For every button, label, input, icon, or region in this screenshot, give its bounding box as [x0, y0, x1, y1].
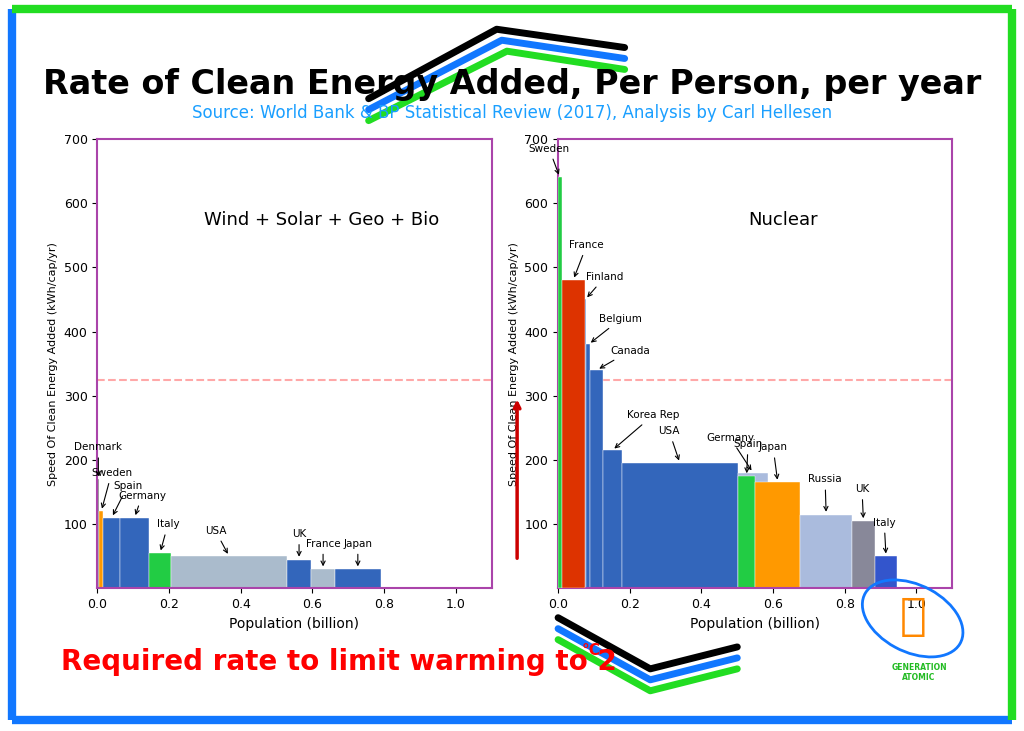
Text: Belgium: Belgium: [592, 314, 642, 342]
Bar: [311, 569, 335, 588]
Bar: [587, 344, 590, 588]
Text: France: France: [569, 240, 604, 276]
Text: UK: UK: [292, 529, 306, 556]
Text: Rate of Clean Energy Added, Per Person, per year: Rate of Clean Energy Added, Per Person, …: [43, 67, 981, 101]
Bar: [561, 280, 585, 588]
Text: Germany: Germany: [118, 491, 166, 514]
Text: Italy: Italy: [872, 518, 896, 553]
Text: UK: UK: [855, 484, 869, 517]
Bar: [585, 300, 587, 588]
Text: GENERATION
ATOMIC: GENERATION ATOMIC: [891, 663, 947, 683]
Bar: [287, 559, 311, 588]
Text: France: France: [306, 539, 340, 565]
X-axis label: Population (billion): Population (billion): [690, 617, 820, 631]
Text: Canada: Canada: [600, 346, 649, 368]
X-axis label: Population (billion): Population (billion): [229, 617, 359, 631]
Bar: [558, 178, 561, 588]
Text: Nuclear: Nuclear: [748, 211, 817, 229]
Text: Korea Rep: Korea Rep: [615, 410, 679, 448]
Text: Russia: Russia: [808, 474, 842, 510]
Bar: [622, 463, 738, 588]
Text: USA: USA: [205, 526, 227, 553]
Bar: [590, 370, 603, 588]
Text: Sweden: Sweden: [528, 144, 569, 174]
Text: Spain: Spain: [113, 481, 142, 514]
Text: °C: °C: [582, 643, 600, 658]
Bar: [103, 518, 120, 588]
Text: Required rate to limit warming to 2: Required rate to limit warming to 2: [61, 648, 617, 675]
Text: Germany: Germany: [707, 433, 754, 469]
Text: 👊: 👊: [899, 594, 926, 637]
Text: Japan: Japan: [343, 539, 373, 565]
Bar: [171, 556, 287, 588]
Text: Finland: Finland: [586, 272, 624, 296]
Bar: [120, 518, 150, 588]
Bar: [738, 476, 755, 588]
Text: Sweden: Sweden: [91, 468, 132, 507]
Text: USA: USA: [658, 426, 680, 459]
Text: Spain: Spain: [733, 439, 763, 472]
Bar: [801, 515, 852, 588]
Text: Wind + Solar + Geo + Bio: Wind + Solar + Geo + Bio: [205, 211, 439, 229]
Text: Denmark: Denmark: [75, 442, 122, 475]
Bar: [558, 178, 561, 588]
Bar: [755, 482, 801, 588]
Bar: [738, 473, 768, 588]
Bar: [97, 480, 99, 588]
Text: Japan: Japan: [759, 442, 787, 479]
Bar: [852, 521, 874, 588]
Bar: [603, 450, 622, 588]
Y-axis label: Speed Of Clean Energy Added (kWh/cap/yr): Speed Of Clean Energy Added (kWh/cap/yr): [509, 242, 519, 485]
Text: Source: World Bank & BP Statistical Review (2017), Analysis by Carl Hellesen: Source: World Bank & BP Statistical Revi…: [191, 105, 833, 122]
Y-axis label: Speed Of Clean Energy Added (kWh/cap/yr): Speed Of Clean Energy Added (kWh/cap/yr): [48, 242, 58, 485]
Bar: [874, 556, 897, 588]
Bar: [561, 280, 585, 588]
Bar: [335, 569, 381, 588]
Bar: [99, 512, 103, 588]
Bar: [150, 553, 171, 588]
Text: Italy: Italy: [157, 520, 179, 549]
